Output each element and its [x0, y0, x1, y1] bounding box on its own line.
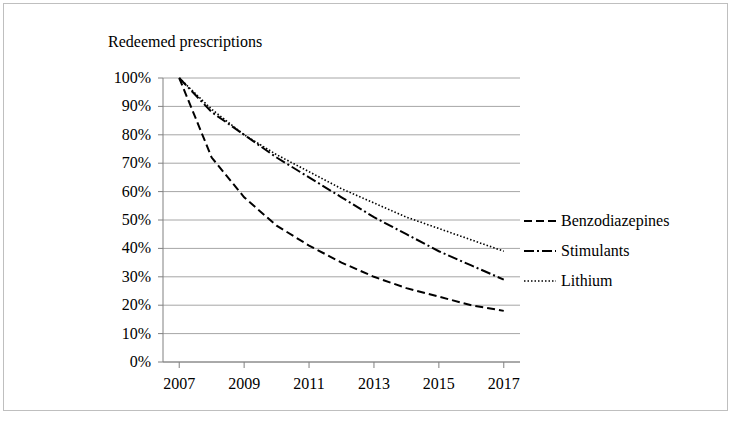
x-tick — [438, 362, 439, 368]
x-tick-label: 2013 — [358, 375, 390, 392]
legend-label: Stimulants — [561, 242, 629, 259]
y-tick-label: 10% — [122, 325, 151, 342]
grid-line — [163, 362, 520, 363]
legend-swatch — [524, 280, 556, 282]
y-tick-label: 90% — [122, 97, 151, 114]
y-tick — [158, 305, 163, 306]
chart-border — [4, 4, 728, 411]
x-tick — [373, 362, 374, 368]
y-tick — [158, 276, 163, 277]
x-axis — [163, 362, 520, 363]
x-tick-label: 2015 — [423, 375, 455, 392]
grid-line — [163, 220, 520, 221]
y-tick-label: 0% — [130, 353, 151, 370]
y-tick — [158, 220, 163, 221]
y-tick — [158, 248, 163, 249]
y-tick-label: 20% — [122, 296, 151, 313]
chart: Redeemed prescriptions 0% 10% 20% 30% 40% 50% 6… — [0, 0, 732, 438]
y-tick-label: 80% — [122, 126, 151, 143]
series-line — [179, 78, 504, 251]
y-tick-label: 40% — [122, 239, 151, 256]
y-tick-label: 60% — [122, 183, 151, 200]
x-tick — [503, 362, 504, 368]
y-tick — [158, 106, 163, 107]
x-tick-label: 2011 — [293, 375, 324, 392]
legend-swatch — [524, 250, 556, 252]
legend-swatch — [524, 220, 556, 222]
y-tick — [158, 333, 163, 334]
legend-label: Benzodiazepines — [561, 212, 669, 230]
grid-line — [163, 248, 520, 249]
y-tick — [158, 362, 163, 363]
y-tick — [158, 191, 163, 192]
x-tick-label: 2007 — [163, 375, 195, 392]
grid-line — [163, 134, 520, 135]
y-tick — [158, 134, 163, 135]
legend-label: Lithium — [561, 272, 613, 289]
y-tick — [158, 78, 163, 79]
grid-line — [163, 191, 520, 192]
y-tick-label: 50% — [122, 211, 151, 228]
plot-area — [179, 78, 504, 311]
x-tick-label: 2009 — [228, 375, 260, 392]
y-tick-label: 30% — [122, 268, 151, 285]
series-line — [179, 78, 504, 280]
x-tick-label: 2017 — [488, 375, 520, 392]
x-tick — [309, 362, 310, 368]
y-tick-label: 100% — [114, 69, 151, 86]
x-tick — [179, 362, 180, 368]
y-axis-label: Redeemed prescriptions — [108, 33, 262, 51]
x-tick — [244, 362, 245, 368]
grid-line — [163, 276, 520, 277]
grid-line — [163, 163, 520, 164]
y-tick — [158, 163, 163, 164]
grid-line — [163, 78, 520, 79]
grid-line — [163, 333, 520, 334]
y-tick-label: 70% — [122, 154, 151, 171]
series-line — [179, 78, 504, 311]
grid-line — [163, 106, 520, 107]
y-axis — [163, 78, 164, 362]
